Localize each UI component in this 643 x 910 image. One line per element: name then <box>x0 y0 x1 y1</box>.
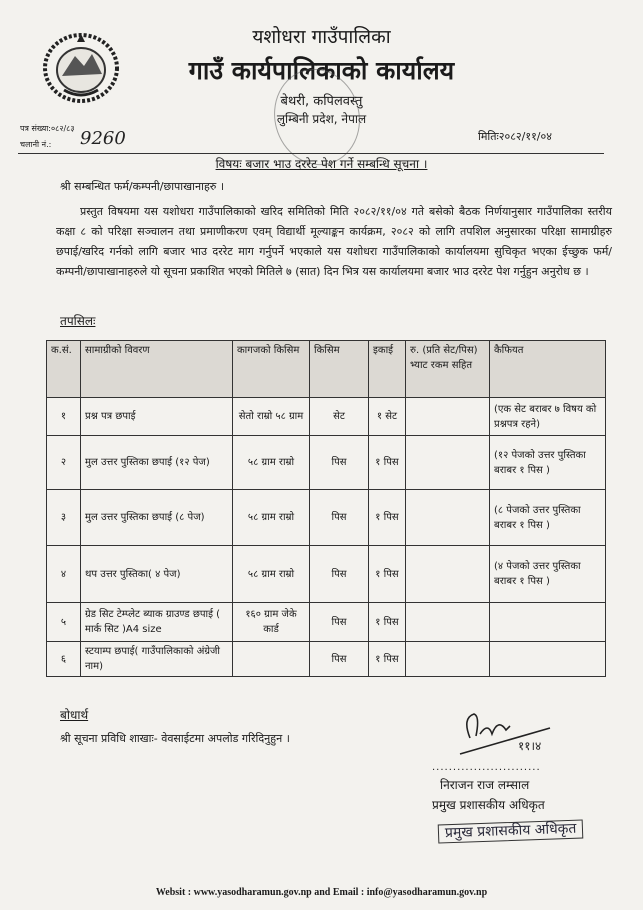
cell-remarks <box>489 602 606 642</box>
cell-type: पिस <box>309 602 369 642</box>
cell-type: पिस <box>309 641 369 677</box>
cc-label: बोधार्थ <box>60 708 89 722</box>
cell-type: सेट <box>309 397 369 436</box>
letter-number: पत्र संख्या:०८२/८३ <box>20 124 75 133</box>
nepal-government-emblem <box>43 33 119 103</box>
handwritten-signature: ११।४ <box>459 713 551 755</box>
signatory-title: प्रमुख प्रशासकीय अधिकृत <box>432 798 545 812</box>
table-header-row: क.सं. सामाग्रीको विवरण कागजको किसिम किसि… <box>46 340 606 398</box>
cell-type: पिस <box>309 545 369 603</box>
cell-unit: १ पिस <box>368 641 406 677</box>
cell-description: थप उत्तर पुस्तिका( ४ पेज) <box>80 545 233 603</box>
cell-paper-type <box>232 641 310 677</box>
cell-sn: ५ <box>46 602 81 642</box>
table-row: ६ स्टयाम्प छपाई( गाउँपालिकाको अंग्रेजी ना… <box>46 641 606 677</box>
cell-paper-type: सेतो राम्रो ५८ ग्राम <box>232 397 310 436</box>
cell-rate <box>405 545 490 603</box>
cell-rate <box>405 435 490 490</box>
cell-remarks: (८ पेजको उत्तर पुस्तिका बराबर १ पिस ) <box>489 489 606 546</box>
cell-rate <box>405 489 490 546</box>
cell-paper-type: १६० ग्राम जेके कार्ड <box>232 602 310 642</box>
cell-rate <box>405 397 490 436</box>
salutation: श्री सम्बन्धित फर्म/कम्पनी/छापाखानाहरु । <box>60 180 225 193</box>
cell-remarks: (४ पेजको उत्तर पुस्तिका बराबर १ पिस ) <box>489 545 606 603</box>
address-line-1: बेथरी, कपिलवस्तु <box>280 94 363 109</box>
cell-description: मुल उत्तर पुस्तिका छपाई (१२ पेज) <box>80 435 233 490</box>
cell-paper-type: ५८ ग्राम राम्रो <box>232 489 310 546</box>
table-row: ५ ग्रेड सिट टेम्प्लेट ब्याक ग्राउण्ड छपाई… <box>46 602 606 642</box>
signatory-name: निराजन राज लम्साल <box>440 778 530 792</box>
footer-contact: Websit : www.yasodharamun.gov.np and Ema… <box>155 887 488 898</box>
materials-table: क.सं. सामाग्रीको विवरण कागजको किसिम किसि… <box>46 340 606 677</box>
dispatch-number: 9260 <box>80 128 126 149</box>
header-paper-type: कागजको किसिम <box>232 340 310 398</box>
table-row: ३ मुल उत्तर पुस्तिका छपाई (८ पेज) ५८ ग्राम… <box>46 489 606 546</box>
municipality-name: यशोधरा गाउँपालिका <box>252 26 391 48</box>
cell-description: ग्रेड सिट टेम्प्लेट ब्याक ग्राउण्ड छपाई … <box>80 602 233 642</box>
body-paragraph: प्रस्तुत विषयमा यस यशोधरा गाउँपालिकाको ख… <box>56 205 612 278</box>
header-type: किसिम <box>309 340 369 398</box>
cell-remarks: (एक सेट बराबर ७ विषय को प्रश्नपत्र रहने) <box>489 397 606 436</box>
cell-paper-type: ५८ ग्राम राम्रो <box>232 435 310 490</box>
table-row: १ प्रश्न पत्र छपाई सेतो राम्रो ५८ ग्राम सेट… <box>46 397 606 436</box>
cell-paper-type: ५८ ग्राम राम्रो <box>232 545 310 603</box>
cell-unit: १ पिस <box>368 545 406 603</box>
cell-description: स्टयाम्प छपाई( गाउँपालिकाको अंग्रेजी नाम… <box>80 641 233 677</box>
signature-dotted-line: .......................... <box>432 762 541 773</box>
header-rate: रु. (प्रति सेट/पिस) भ्याट रकम सहित <box>405 340 490 398</box>
cell-sn: ६ <box>46 641 81 677</box>
cell-sn: २ <box>46 435 81 490</box>
header-remarks: कैफियत <box>489 340 606 398</box>
table-row: २ मुल उत्तर पुस्तिका छपाई (१२ पेज) ५८ ग्रा… <box>46 435 606 490</box>
cell-unit: १ पिस <box>368 602 406 642</box>
header-divider <box>18 153 604 154</box>
cell-unit: १ पिस <box>368 435 406 490</box>
dispatch-number-label: चलानी नं.: <box>20 140 52 149</box>
title-stamp: प्रमुख प्रशासकीय अधिकृत <box>437 819 584 844</box>
cell-type: पिस <box>309 489 369 546</box>
cell-sn: ४ <box>46 545 81 603</box>
cell-type: पिस <box>309 435 369 490</box>
table-row: ४ थप उत्तर पुस्तिका( ४ पेज) ५८ ग्राम राम्र… <box>46 545 606 603</box>
office-name: गाउँ कार्यपालिकाको कार्यालय <box>188 56 455 85</box>
header-description: सामाग्रीको विवरण <box>80 340 233 398</box>
cell-sn: ३ <box>46 489 81 546</box>
subject-line: विषयः बजार भाउ दररेट पेश गर्ने सम्बन्धि … <box>215 157 428 171</box>
header-unit: इकाई <box>368 340 406 398</box>
office-seal-stamp <box>274 68 360 166</box>
signature-date: ११।४ <box>518 739 541 753</box>
header-sn: क.सं. <box>46 340 81 398</box>
address-line-2: लुम्बिनी प्रदेश, नेपाल <box>276 112 367 126</box>
cell-description: मुल उत्तर पुस्तिका छपाई (८ पेज) <box>80 489 233 546</box>
details-label: तपसिलः <box>60 314 96 328</box>
cell-description: प्रश्न पत्र छपाई <box>80 397 233 436</box>
cell-unit: १ सेट <box>368 397 406 436</box>
cc-line: श्री सूचना प्रविधि शाखाः- वेवसाईटमा अपलो… <box>60 732 290 745</box>
letter-date: मितिः२०८२/११/०४ <box>478 130 552 143</box>
cell-unit: १ पिस <box>368 489 406 546</box>
cell-sn: १ <box>46 397 81 436</box>
cell-remarks <box>489 641 606 677</box>
cell-remarks: (१२ पेजको उत्तर पुस्तिका बराबर १ पिस ) <box>489 435 606 490</box>
cell-rate <box>405 602 490 642</box>
cell-rate <box>405 641 490 677</box>
